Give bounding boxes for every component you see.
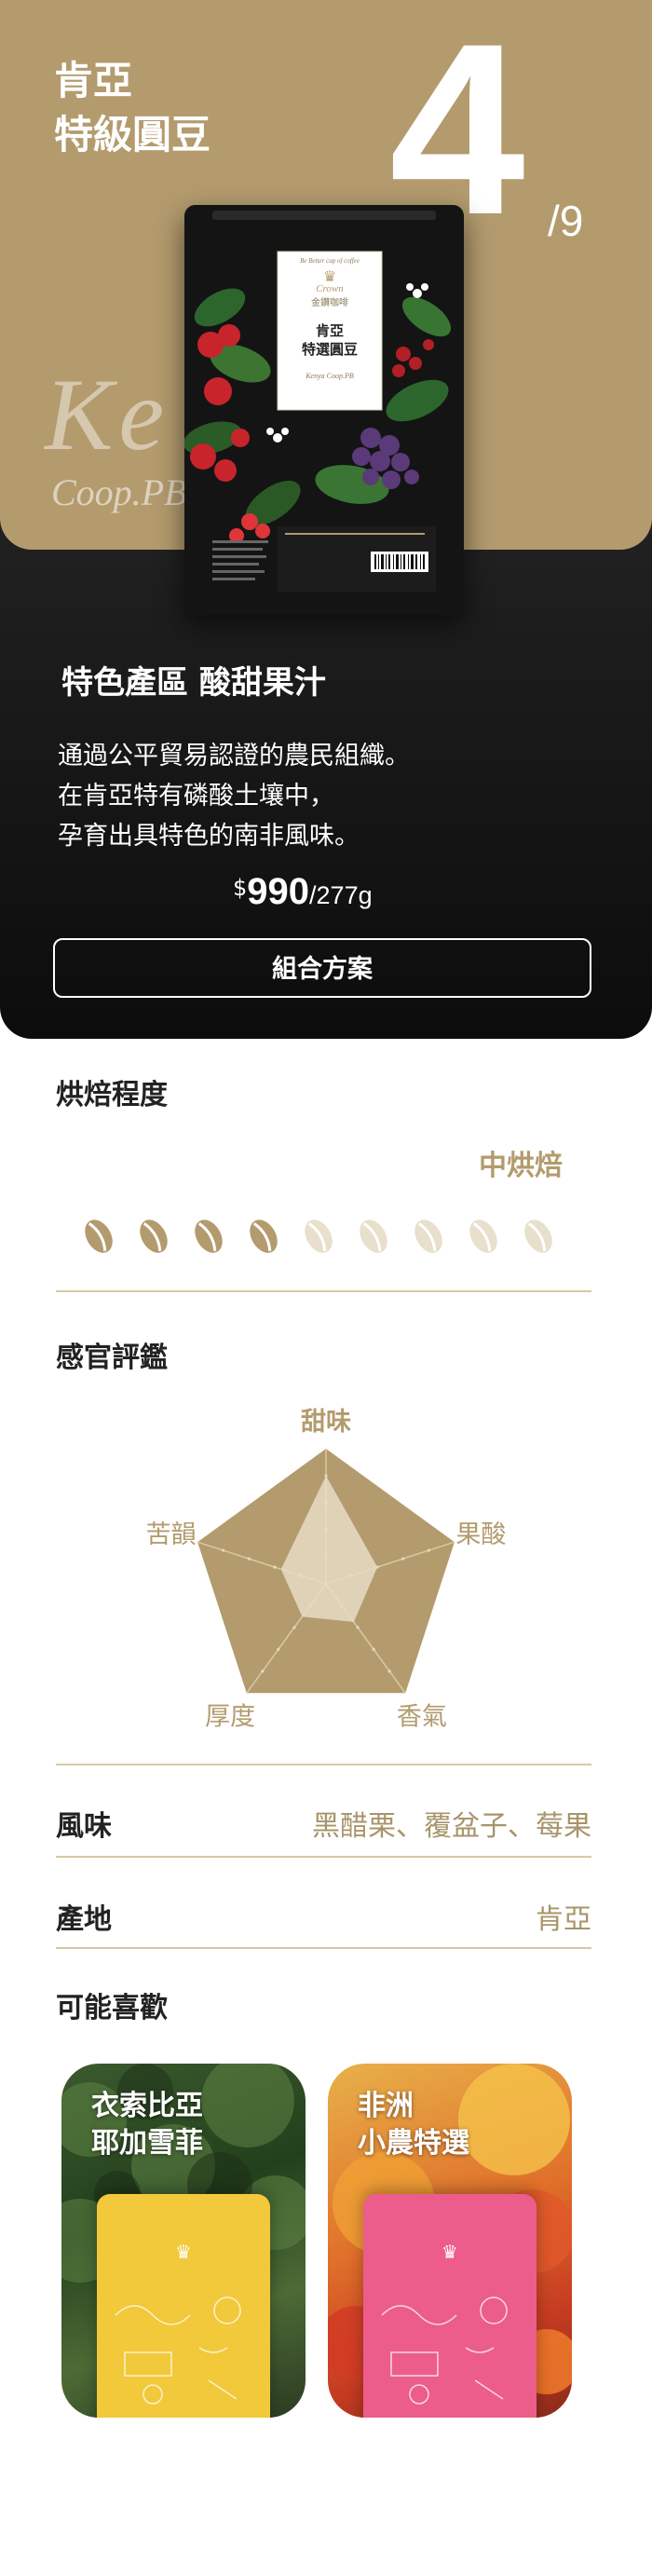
product-title: 肯亞 特級圓豆 — [54, 54, 211, 162]
flavor-value: 黑醋栗、覆盆子、莓果 — [312, 1810, 591, 1843]
yellow-coffee-bag: ♛ — [97, 2194, 270, 2418]
bag-brand-script: Crown — [316, 283, 344, 294]
radar-tick — [222, 1548, 225, 1552]
background-script-subtext: Coop.PB — [51, 471, 187, 513]
radar-tick — [261, 1670, 265, 1673]
roast-level-label: 中烘焙 — [479, 1150, 563, 1182]
radar-axis-label: 甜味 — [301, 1408, 351, 1437]
description-line: 通過公平貿易認證的農民組織。 — [58, 742, 410, 770]
coffee-bean-icon — [195, 1220, 223, 1253]
coffee-bean-icon — [305, 1220, 333, 1253]
origin-value: 肯亞 — [536, 1903, 591, 1936]
radar-tick — [401, 1557, 405, 1561]
coffee-bean-icon — [140, 1220, 168, 1253]
radar-tick — [324, 1474, 328, 1478]
bag-artwork — [184, 205, 464, 615]
divider — [56, 1947, 591, 1949]
crown-icon: ♛ — [175, 2241, 192, 2263]
bag-brand-cn: 金鑽咖啡 — [311, 298, 348, 308]
radar-tick — [277, 1647, 280, 1651]
price-unit: /277g — [309, 881, 373, 909]
origin-row: 產地 肯亞 — [56, 1896, 591, 1952]
bag-name-en: Kenya Coop.PB — [306, 372, 354, 380]
radar-tick — [372, 1647, 375, 1651]
recommend-card-africa[interactable]: 非洲 小農特選 ♛ — [328, 2064, 572, 2418]
radar-tick — [387, 1670, 391, 1673]
combo-plan-button[interactable]: 組合方案 — [53, 938, 591, 998]
recommend-section-title: 可能喜歡 — [56, 1992, 168, 2024]
slide-index-total: /9 — [548, 197, 584, 245]
radar-tick — [273, 1565, 277, 1569]
bag-label: Be Better cup of coffee ♛ Crown 金鑽咖啡 肯亞 … — [278, 257, 382, 380]
radar-value-area — [280, 1476, 378, 1623]
product-title-line2: 特級圓豆 — [54, 112, 211, 157]
pink-coffee-bag: ♛ — [363, 2194, 537, 2418]
price-amount: 990 — [247, 871, 310, 912]
price-currency: $ — [233, 875, 248, 901]
coffee-bean-icon — [414, 1220, 442, 1253]
card-title: 衣索比亞 耶加雪菲 — [91, 2088, 203, 2162]
background-script-text: Ke — [45, 358, 170, 471]
card-title-line2: 耶加雪菲 — [91, 2128, 203, 2159]
divider — [56, 1764, 591, 1765]
radar-tick — [356, 1626, 360, 1629]
roast-level-beans — [85, 1220, 552, 1253]
roast-section-title: 烘焙程度 — [56, 1079, 168, 1111]
coffee-bean-icon — [524, 1220, 552, 1253]
description-line: 在肯亞特有磷酸土壤中， — [58, 782, 334, 811]
radar-axis-label: 厚度 — [205, 1703, 255, 1732]
card-title-line1: 衣索比亞 — [91, 2091, 203, 2121]
radar-axis-label: 果酸 — [455, 1520, 506, 1549]
coffee-bean-icon — [85, 1220, 113, 1253]
recommend-card-ethiopia[interactable]: 衣索比亞 耶加雪菲 ♛ — [61, 2064, 306, 2418]
sensory-section-title: 感官評鑑 — [56, 1342, 168, 1374]
bag-tagline: Be Better cup of coffee — [300, 257, 360, 265]
flavor-label: 風味 — [56, 1810, 112, 1843]
flavor-row: 風味 黑醋栗、覆盆子、莓果 — [56, 1803, 591, 1859]
crown-icon: ♛ — [441, 2241, 458, 2263]
radar-tick — [427, 1548, 430, 1552]
bag-doodles — [381, 2297, 508, 2405]
divider — [56, 1856, 591, 1858]
bag-product-name: 肯亞 特選圓豆 — [278, 321, 382, 359]
card-title: 非洲 小農特選 — [358, 2088, 469, 2162]
bag-name-line1: 肯亞 — [315, 322, 344, 339]
radar-axis-label: 香氣 — [397, 1703, 447, 1732]
description-line: 孕育出具特色的南非風味。 — [58, 822, 360, 851]
bag-doodles — [115, 2297, 241, 2405]
hero-section: 肯亞 特級圓豆 4 /9 Ke Coop.PB — [0, 0, 652, 1039]
feature-description: 通過公平貿易認證的農民組織。 在肯亞特有磷酸土壤中， 孕育出具特色的南非風味。 — [58, 736, 410, 856]
card-title-line1: 非洲 — [358, 2091, 414, 2121]
origin-label: 產地 — [56, 1903, 112, 1936]
radar-axis-label: 苦韻 — [146, 1520, 197, 1549]
radar-tick — [292, 1626, 296, 1629]
product-title-line1: 肯亞 — [54, 58, 133, 103]
divider — [56, 1290, 591, 1292]
radar-tick — [247, 1557, 251, 1561]
coffee-bean-icon — [469, 1220, 497, 1253]
product-bag-image: Be Better cup of coffee ♛ Crown 金鑽咖啡 肯亞 … — [184, 205, 464, 615]
card-title-line2: 小農特選 — [358, 2128, 469, 2159]
bag-name-line2: 特選圓豆 — [301, 341, 358, 358]
coffee-bean-icon — [250, 1220, 278, 1253]
feature-heading: 特色產區 酸甜果汁 — [61, 664, 326, 702]
price: $990/277g — [233, 871, 373, 913]
coffee-bean-icon — [360, 1220, 387, 1253]
crown-icon: ♛ — [322, 267, 337, 285]
